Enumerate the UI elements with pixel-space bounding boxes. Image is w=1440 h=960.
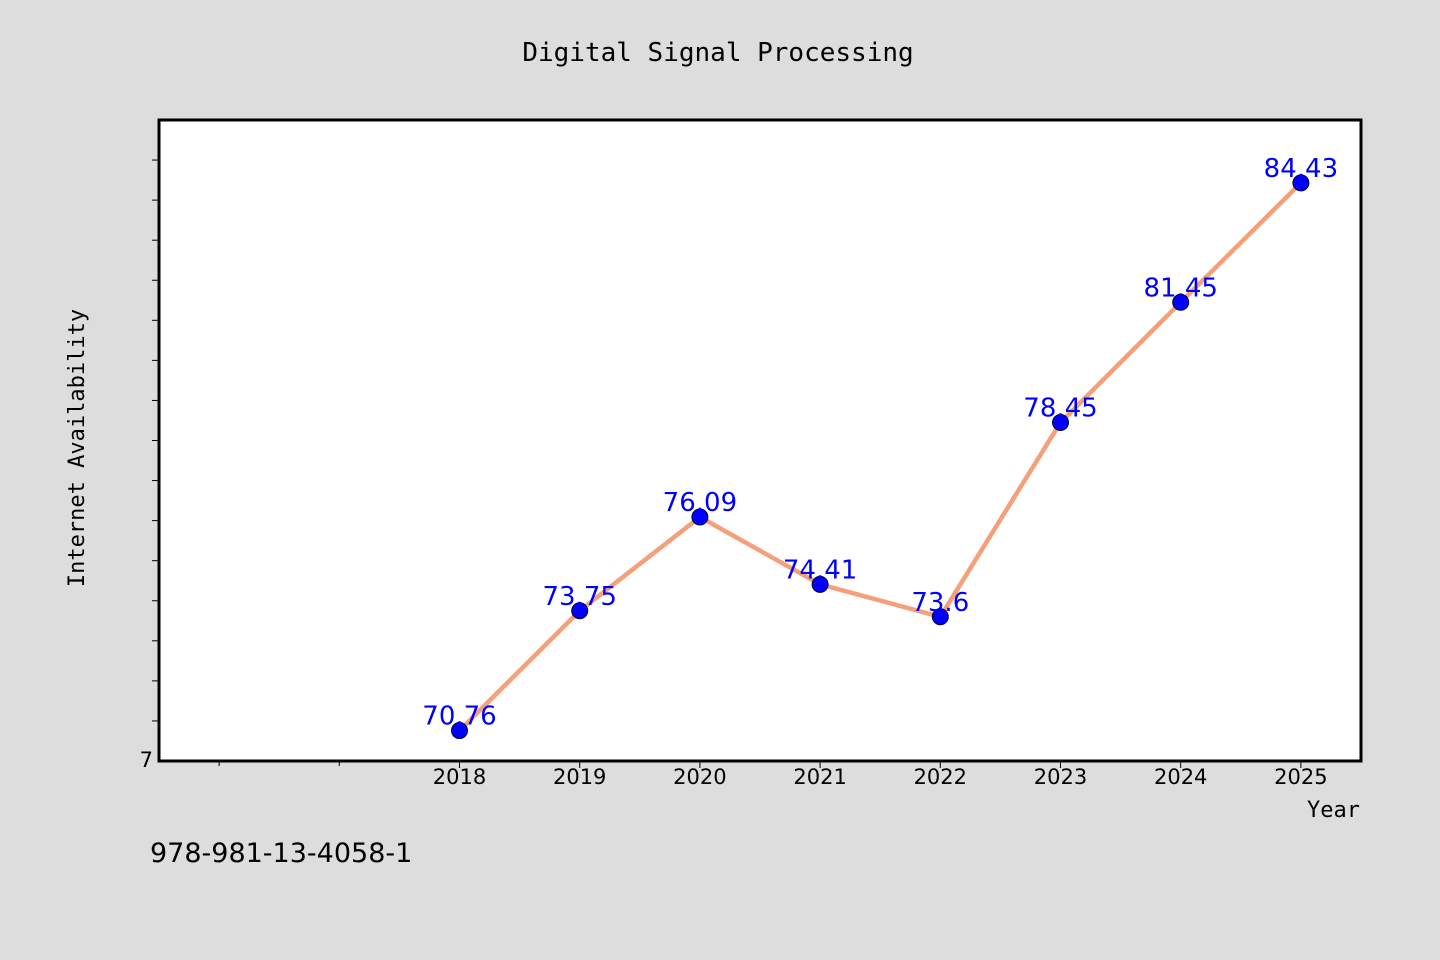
caption-text: 978-981-13-4058-1	[150, 838, 412, 869]
data-label: 70.76	[422, 702, 496, 732]
data-label: 84.43	[1264, 154, 1338, 184]
plot-frame	[157, 118, 1363, 763]
x-tick-label: 2022	[914, 765, 967, 789]
data-label: 73.6	[911, 588, 969, 618]
data-labels: 70.76 73.75 76.09 74.41 73.6 78.45 81.45 84.43	[422, 154, 1338, 732]
x-axis-ticks: 2018 2019 2020 2021 2022 2023 2024 2025	[218, 761, 1328, 789]
chart-title: Digital Signal Processing	[522, 38, 913, 68]
x-axis-label: Year	[1307, 798, 1360, 823]
series-line	[457, 180, 1304, 733]
y-axis-label: Internet Availability	[65, 309, 90, 587]
series-markers	[451, 174, 1310, 740]
series-line-group	[457, 180, 1304, 733]
plot-area	[159, 120, 1361, 761]
data-label: 74.41	[783, 555, 857, 585]
data-point	[1052, 413, 1069, 431]
x-tick-label: 2024	[1154, 765, 1207, 789]
data-point	[1172, 293, 1190, 311]
x-tick-label: 2020	[673, 765, 726, 789]
x-tick-label: 2018	[433, 765, 486, 789]
data-label: 76.09	[663, 488, 737, 518]
data-point	[691, 508, 709, 526]
x-tick-label: 2021	[793, 765, 846, 789]
data-point	[451, 722, 468, 740]
x-tick-label: 2025	[1274, 765, 1327, 789]
data-point	[571, 602, 589, 620]
data-point	[931, 608, 949, 626]
data-point	[811, 575, 829, 593]
x-tick-label: 2019	[553, 765, 606, 789]
data-label: 73.75	[542, 582, 616, 612]
y-tick-label: 7	[140, 748, 153, 772]
data-point	[1292, 174, 1310, 192]
data-label: 81.45	[1143, 273, 1217, 303]
data-label: 78.45	[1023, 393, 1097, 423]
x-tick-label: 2023	[1034, 765, 1087, 789]
